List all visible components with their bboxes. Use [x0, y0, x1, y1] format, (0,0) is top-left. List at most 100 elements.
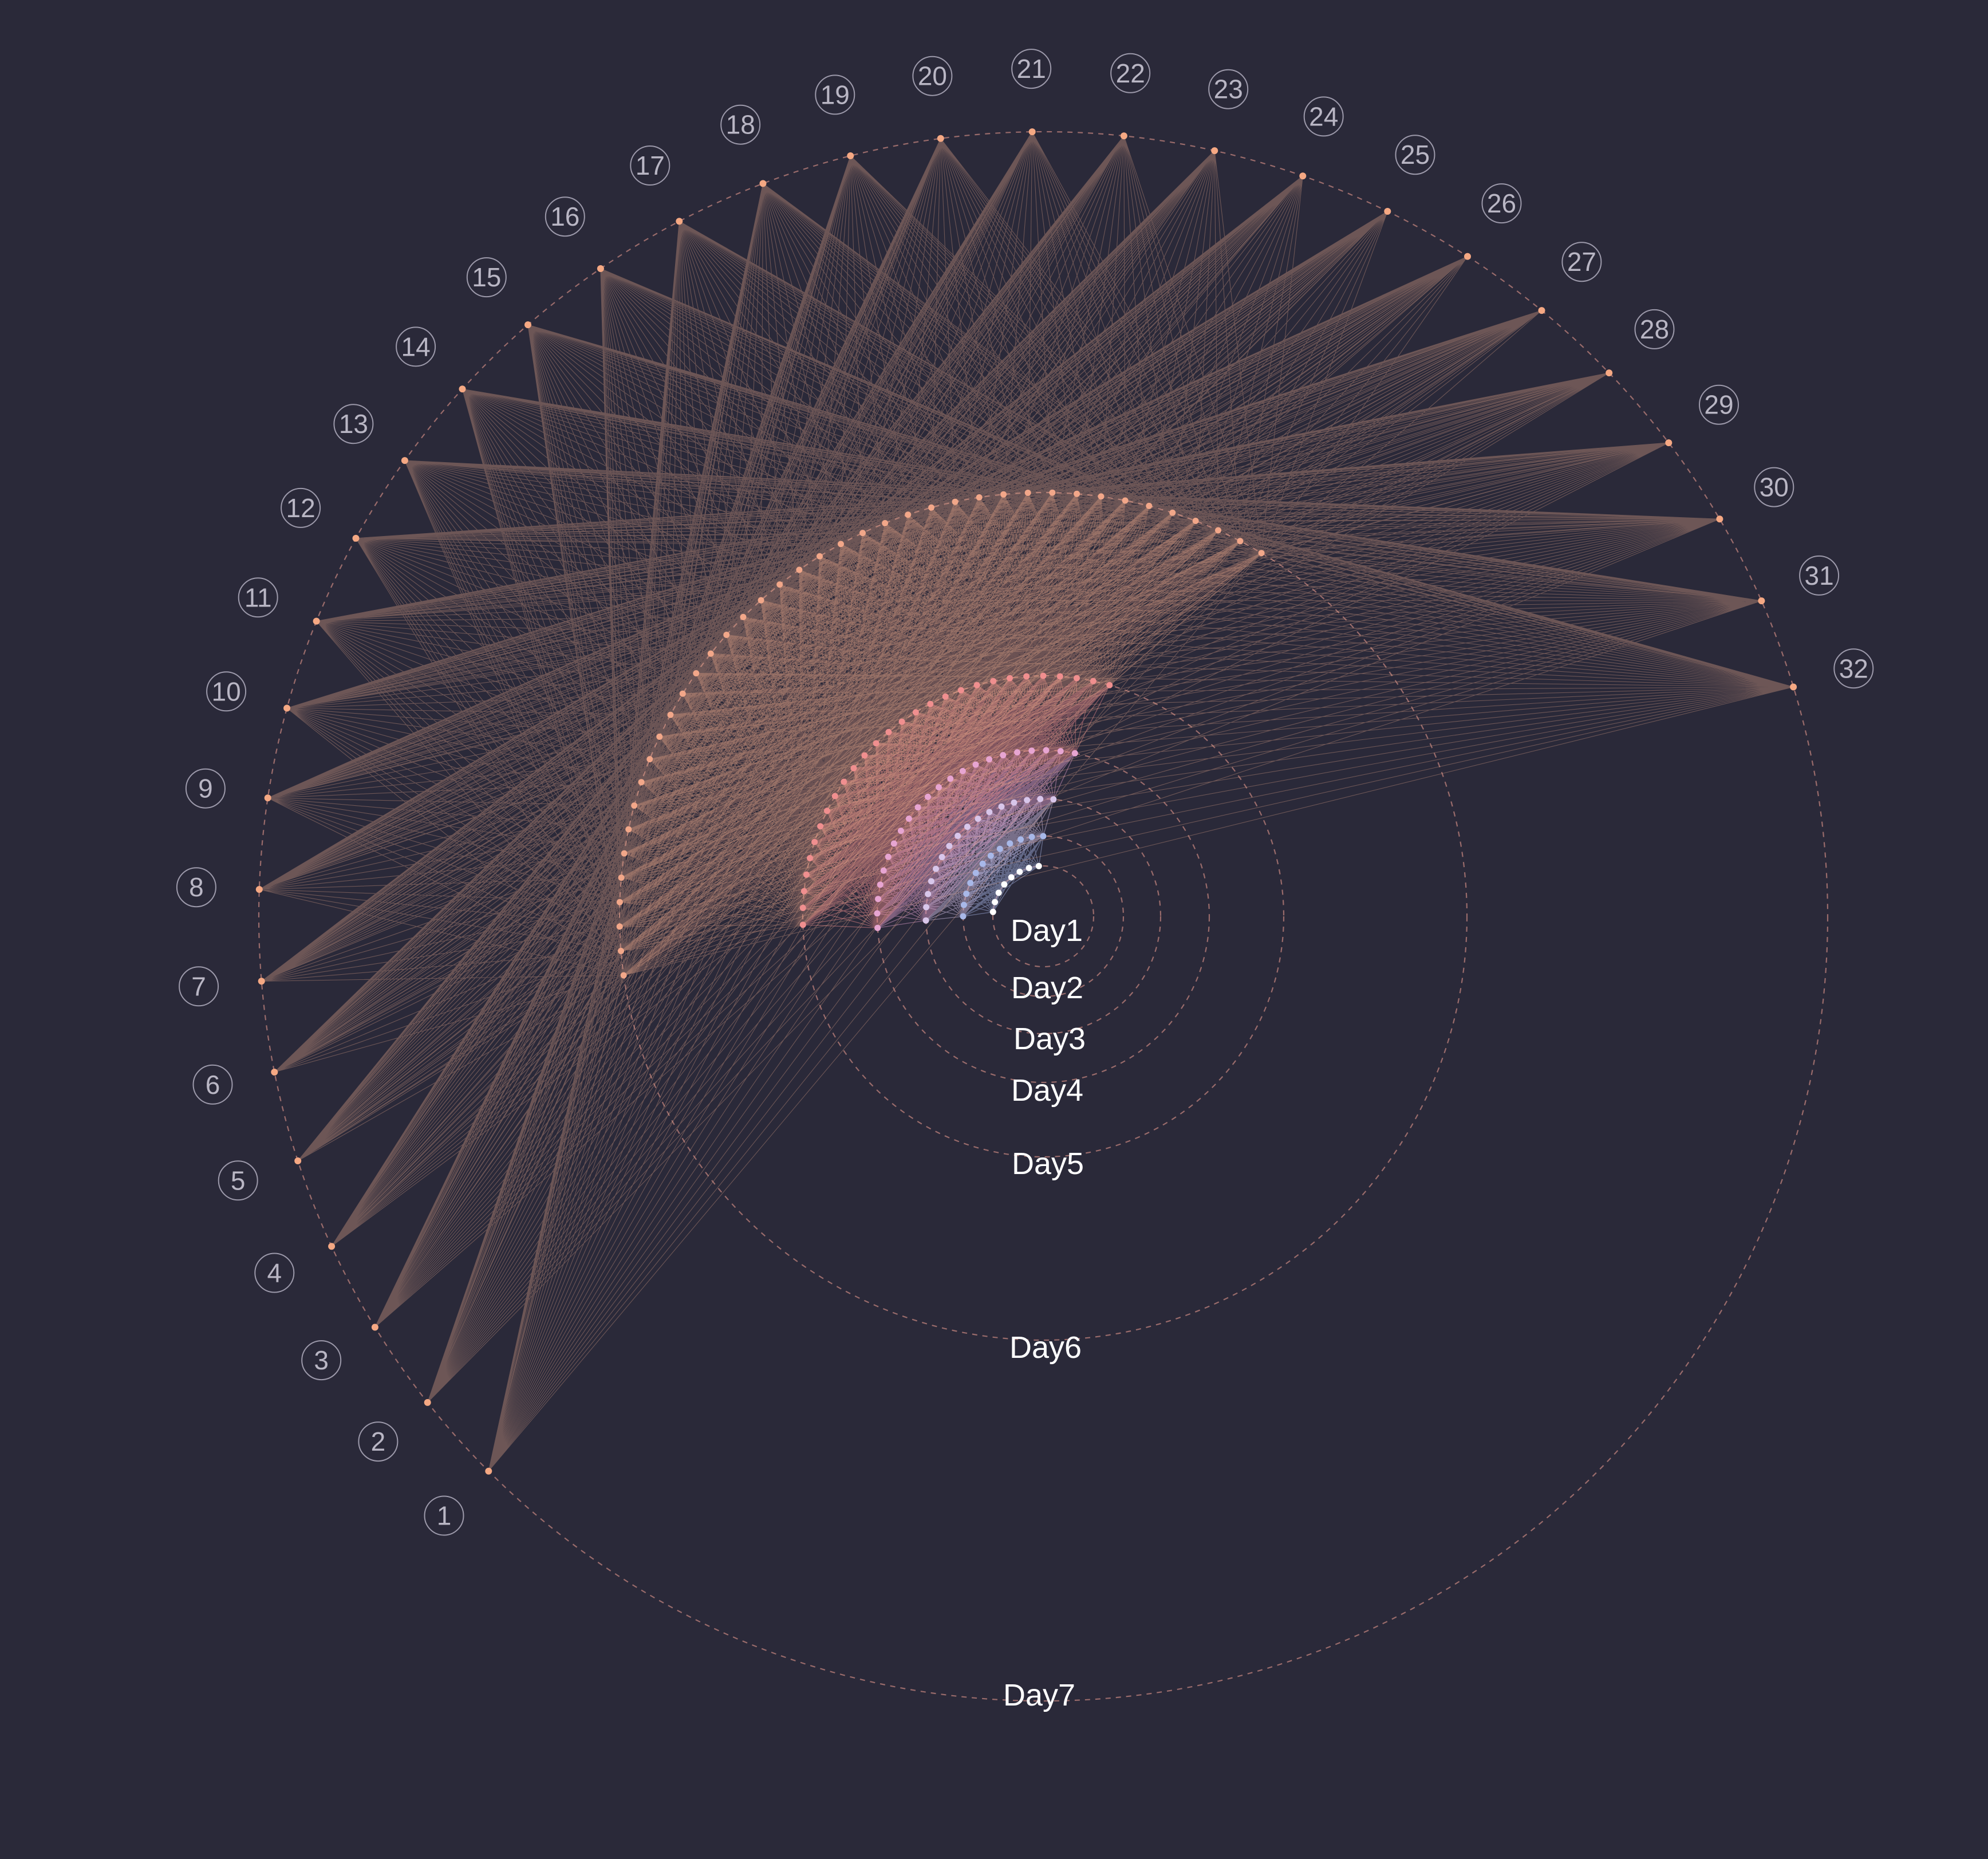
node-day3-1: [922, 917, 929, 924]
label-ring: [281, 487, 321, 528]
node-day6-37: [1192, 518, 1199, 524]
node-day6-5: [618, 875, 625, 881]
node-day5-4: [803, 871, 810, 878]
node-day5-1: [799, 921, 806, 928]
label-ring: [1699, 384, 1739, 425]
outer-node-label-27: 27: [1561, 242, 1602, 282]
node-day4-6: [885, 853, 892, 860]
fan-day5-to-day6: [619, 492, 1262, 976]
label-text: 13: [339, 409, 368, 439]
node-day6-6: [621, 850, 628, 857]
node-day7-29: [1665, 439, 1673, 447]
node-day7-18: [759, 180, 767, 187]
day-ring-1: [992, 865, 1095, 968]
node-day4-11: [925, 793, 931, 800]
day-label-4: Day4: [1011, 1073, 1083, 1108]
node-day6-10: [646, 756, 653, 763]
node-day2-12: [1040, 833, 1047, 840]
label-ring: [1799, 555, 1840, 596]
node-day6-25: [905, 511, 912, 518]
node-day6-1: [620, 972, 627, 979]
node-day7-6: [271, 1069, 278, 1076]
node-day7-31: [1758, 597, 1765, 605]
node-day7-15: [524, 321, 531, 329]
connection-fans: [259, 131, 1794, 1472]
outer-node-label-30: 30: [1754, 467, 1794, 507]
node-day5-2: [799, 904, 806, 911]
node-day1-4: [1001, 881, 1008, 888]
node-day6-16: [723, 632, 730, 638]
node-day5-11: [850, 765, 857, 771]
label-text: 14: [401, 332, 431, 361]
label-text: 3: [314, 1345, 329, 1375]
node-day6-14: [693, 670, 700, 677]
node-day1-8: [1035, 862, 1042, 869]
node-day3-5: [933, 865, 939, 872]
outer-node-label-16: 16: [545, 196, 585, 237]
outer-node-label-20: 20: [912, 56, 953, 96]
node-day2-2: [960, 901, 967, 908]
node-day7-22: [1120, 132, 1127, 140]
node-day4-7: [890, 840, 897, 847]
outer-node-label-7: 7: [179, 966, 219, 1007]
label-text: 27: [1567, 247, 1596, 277]
label-text: 7: [191, 971, 206, 1001]
node-day4-19: [1028, 747, 1035, 754]
node-day7-27: [1538, 307, 1545, 314]
node-day5-6: [811, 838, 818, 845]
outer-node-label-9: 9: [185, 768, 226, 809]
node-day7-21: [1028, 128, 1036, 136]
day-ring-5: [802, 675, 1285, 1158]
label-ring: [1208, 69, 1249, 109]
node-day5-19: [957, 687, 964, 694]
outer-node-label-25: 25: [1395, 135, 1435, 175]
node-day2-8: [996, 845, 1003, 852]
label-text: 17: [636, 151, 665, 180]
label-text: 10: [212, 676, 241, 706]
outer-node-label-1: 1: [424, 1495, 464, 1536]
label-ring: [1395, 135, 1435, 175]
label-text: 9: [198, 774, 213, 804]
node-day7-7: [258, 978, 265, 985]
node-day7-30: [1716, 515, 1723, 523]
node-day7-16: [597, 265, 604, 272]
label-ring: [1561, 242, 1602, 282]
node-day6-27: [952, 498, 959, 505]
node-day7-4: [328, 1243, 336, 1250]
label-ring: [218, 1160, 258, 1201]
day-ring-4: [876, 749, 1210, 1084]
node-day2-3: [963, 891, 970, 897]
label-text: 1: [437, 1501, 452, 1531]
node-day3-11: [986, 809, 993, 816]
node-day2-11: [1028, 833, 1035, 840]
day-ring-7: [258, 131, 1829, 1702]
node-day7-10: [283, 704, 291, 712]
node-day5-14: [885, 728, 892, 735]
node-day7-20: [937, 135, 944, 142]
node-day3-15: [1037, 795, 1044, 802]
node-day5-27: [1090, 678, 1096, 684]
label-text: 11: [244, 582, 272, 612]
node-day6-28: [976, 494, 983, 501]
node-day6-2: [618, 948, 624, 954]
node-day6-26: [928, 504, 935, 511]
node-day6-23: [859, 530, 866, 537]
node-day4-22: [1071, 750, 1078, 757]
label-text: 25: [1401, 140, 1430, 170]
node-day7-13: [401, 457, 408, 464]
label-ring: [815, 74, 855, 115]
node-day7-25: [1384, 208, 1391, 215]
outer-node-label-11: 11: [238, 577, 278, 618]
fan-day6-to-day7: [259, 131, 1794, 1472]
label-text: 4: [267, 1258, 282, 1288]
label-text: 31: [1805, 561, 1834, 590]
label-text: 29: [1704, 390, 1733, 420]
label-text: 30: [1760, 472, 1789, 502]
node-day6-22: [838, 541, 844, 548]
node-day6-36: [1169, 509, 1176, 516]
label-text: 32: [1839, 653, 1868, 683]
node-day3-10: [975, 816, 981, 822]
outer-node-label-5: 5: [218, 1160, 258, 1201]
node-day4-18: [1014, 749, 1021, 756]
node-day7-23: [1211, 147, 1218, 155]
